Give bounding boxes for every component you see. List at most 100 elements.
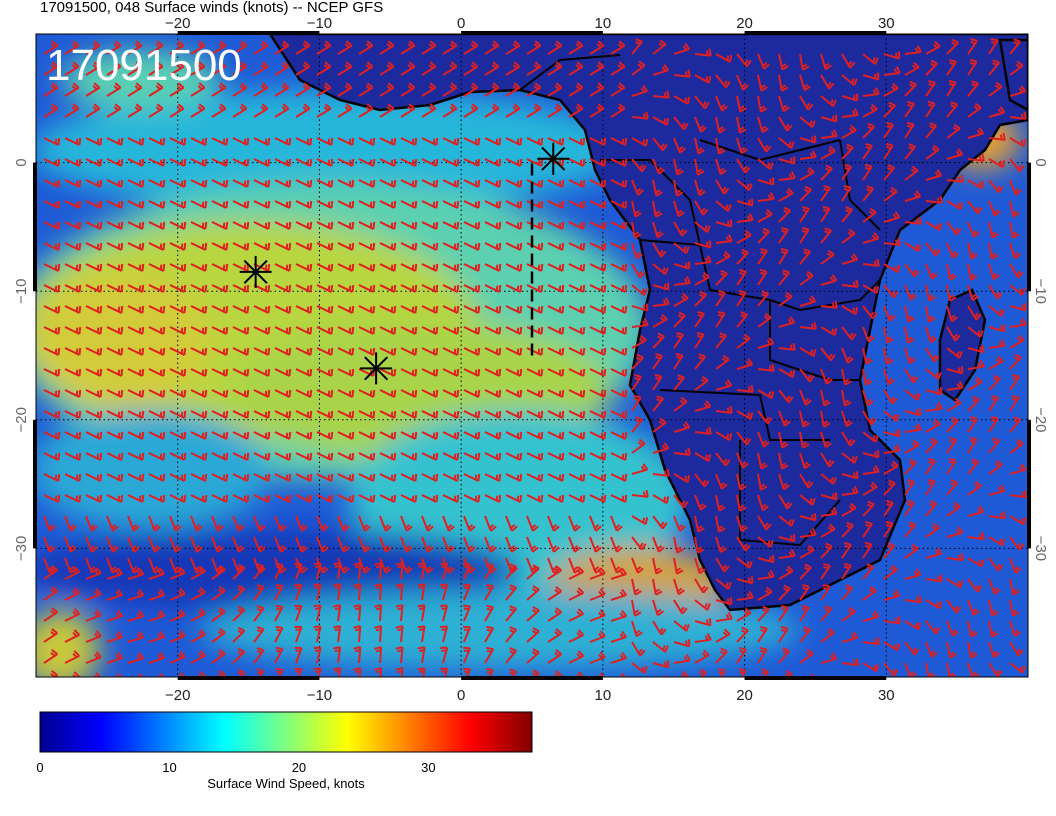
wind-barb [904,620,922,631]
wind-barb [421,179,439,188]
wind-barb [841,431,856,447]
wind-barb [484,536,497,553]
wind-barb [799,135,817,144]
wind-barb [673,158,684,176]
wind-barb [652,599,664,617]
wind-barb [736,268,747,286]
wind-barb [904,190,922,202]
wind-barb [353,604,362,622]
wind-barb [253,158,271,167]
wind-barb [589,242,607,251]
wind-barb [43,221,61,230]
lat-tick-label: −20 [1032,407,1049,432]
wind-barb [232,326,250,335]
wind-barb [253,431,271,440]
wind-barb [736,515,748,533]
wind-barb [421,410,439,419]
wind-barb [505,305,523,314]
wind-barb [177,671,186,677]
wind-barb [652,442,670,454]
wind-barb [64,200,82,209]
wind-barb [610,137,628,146]
wind-barb [358,61,374,76]
wind-barb [757,646,768,664]
wind-barb [85,200,103,209]
wind-barb [253,61,269,76]
wind-barb [904,100,915,118]
wind-barb [988,200,1001,217]
wind-barb [568,566,585,580]
wind-barb [169,368,187,377]
wind-barb [232,61,248,76]
wind-barb [610,452,628,461]
wind-barb [106,515,119,532]
wind-barb [967,326,984,338]
wind-barb [547,179,565,188]
wind-barb [169,40,185,55]
wind-barb [337,515,350,532]
wind-barb [43,347,61,356]
lat-ticks-right: 0 −10 −20 −30 [1032,158,1049,561]
wind-barb [694,578,709,594]
wind-barb [652,494,670,505]
wind-barb [1009,158,1025,173]
wind-barb [484,179,502,188]
wind-barb [883,305,896,322]
wind-barb [799,166,815,181]
wind-barb [778,548,796,559]
wind-barb [337,40,353,55]
wind-barb [778,95,790,113]
wind-barb [333,667,342,677]
wind-barb [169,389,187,398]
wind-barb [799,473,814,489]
wind-barb [988,242,999,260]
wind-barb [64,515,77,532]
colorbar-ticks: 0 10 20 30 [36,760,435,775]
wind-barb [294,646,303,664]
wind-barb [379,221,397,230]
wind-barb [400,557,413,574]
wind-barb [631,578,642,596]
wind-barb [295,389,313,398]
wind-barb [820,347,836,362]
wind-barb [442,515,455,532]
wind-barb [43,607,58,622]
wind-barb [43,431,61,440]
wind-barb [333,646,342,664]
wind-barb [526,368,544,377]
wind-barb [631,137,649,147]
wind-barb [295,242,313,251]
wind-barb [778,565,794,580]
wind-barb [374,625,383,643]
wind-barb [925,263,938,280]
wind-barb [988,511,1006,520]
wind-barb [967,480,982,496]
wind-barb [632,681,647,688]
wind-barb [337,452,355,461]
wind-barb [169,473,187,482]
wind-barb [820,300,838,309]
wind-barb [379,368,397,377]
wind-barb [190,607,206,622]
wind-barb [988,324,1006,333]
wind-barb [736,229,752,244]
wind-barb [358,347,376,356]
wind-barb [652,660,670,669]
wind-barb [526,326,544,335]
wind-barb [190,82,206,97]
wind-barb [862,464,880,475]
wind-barb [85,103,101,118]
wind-barb [127,40,143,55]
wind-barb [967,345,985,354]
wind-barb [946,436,957,454]
wind-barb [232,473,250,482]
wind-barb [148,630,165,643]
wind-barb [631,200,642,218]
wind-barb [358,103,374,118]
wind-barb [568,103,584,118]
wind-barb [505,326,523,335]
wind-barb [148,609,165,622]
wind-barb [337,158,355,167]
wind-barb [442,200,460,209]
wind-barb [505,200,523,209]
